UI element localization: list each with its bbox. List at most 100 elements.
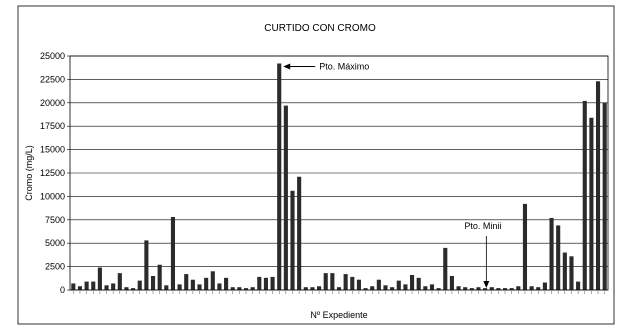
bar bbox=[197, 284, 202, 290]
bar bbox=[283, 105, 288, 290]
bar bbox=[549, 217, 554, 290]
bar bbox=[263, 277, 268, 290]
y-tick-label: 20000 bbox=[40, 98, 65, 108]
bar bbox=[303, 287, 308, 290]
bar bbox=[137, 280, 142, 290]
bar bbox=[383, 285, 388, 290]
y-tick-label: 10000 bbox=[40, 191, 65, 201]
bar bbox=[496, 288, 501, 290]
bar bbox=[310, 287, 315, 290]
bar bbox=[582, 100, 587, 290]
bar bbox=[77, 286, 83, 290]
bar bbox=[117, 273, 122, 290]
bar bbox=[556, 225, 561, 290]
bar bbox=[416, 277, 421, 290]
bar bbox=[350, 276, 355, 290]
y-tick-label: 7500 bbox=[45, 215, 65, 225]
bar bbox=[469, 288, 474, 290]
bar bbox=[164, 285, 169, 290]
bar bbox=[602, 102, 607, 290]
bar bbox=[217, 283, 222, 290]
bar bbox=[157, 264, 162, 290]
bar bbox=[177, 284, 182, 290]
y-tick-labels: 0 2500 5000 7500 10000 12500 15000 17500 20000 22… bbox=[40, 51, 70, 295]
bar bbox=[376, 279, 381, 290]
y-tick-label: 5000 bbox=[45, 238, 65, 248]
bar bbox=[509, 288, 514, 290]
bar bbox=[429, 284, 435, 290]
bar bbox=[237, 287, 242, 290]
bar bbox=[423, 286, 428, 290]
max-arrow-head bbox=[283, 63, 291, 70]
bar bbox=[363, 288, 368, 290]
chart-title: CURTIDO CON CROMO bbox=[264, 23, 376, 34]
bar bbox=[317, 286, 322, 290]
bars bbox=[71, 63, 607, 290]
bar bbox=[144, 240, 149, 290]
bar bbox=[403, 284, 408, 290]
y-axis-label: Cromo (mg/L) bbox=[24, 145, 34, 201]
bar bbox=[576, 281, 581, 290]
grid-lines bbox=[70, 55, 608, 291]
bar bbox=[356, 279, 361, 290]
bar bbox=[323, 273, 328, 290]
bar bbox=[436, 288, 441, 290]
y-tick-label: 22500 bbox=[40, 74, 65, 84]
annotations: Pto. Máximo Pto. Minii bbox=[283, 61, 501, 288]
y-tick-label: 25000 bbox=[40, 51, 65, 61]
bar bbox=[150, 275, 156, 290]
bar bbox=[91, 281, 96, 290]
outer-border bbox=[17, 5, 615, 325]
bar bbox=[456, 286, 461, 290]
bar bbox=[224, 277, 229, 290]
bar bbox=[529, 286, 534, 290]
bar bbox=[390, 287, 395, 290]
bar bbox=[71, 283, 76, 290]
bar bbox=[230, 287, 235, 290]
bar bbox=[97, 267, 102, 290]
plot-frame bbox=[69, 55, 609, 291]
bar bbox=[542, 282, 547, 290]
bar bbox=[257, 276, 262, 290]
y-tick-label: 12500 bbox=[40, 168, 65, 178]
bar bbox=[502, 288, 508, 290]
bar bbox=[124, 287, 129, 290]
bar bbox=[336, 287, 342, 290]
bar bbox=[330, 273, 335, 290]
bar bbox=[184, 274, 189, 290]
bar bbox=[522, 203, 528, 290]
bar bbox=[343, 274, 348, 290]
min-arrow-head bbox=[483, 281, 490, 288]
x-axis-label: Nº Expediente bbox=[310, 310, 367, 320]
max-annotation: Pto. Máximo bbox=[319, 61, 369, 71]
bar bbox=[250, 287, 255, 290]
bar bbox=[210, 271, 215, 290]
bar bbox=[243, 288, 249, 290]
bar bbox=[569, 256, 574, 290]
y-tick-label: 2500 bbox=[45, 262, 65, 272]
bar bbox=[489, 287, 494, 290]
bar bbox=[270, 276, 275, 290]
bar bbox=[476, 287, 481, 290]
bar bbox=[131, 288, 136, 290]
bar bbox=[463, 287, 468, 290]
bar bbox=[170, 216, 176, 290]
bar bbox=[449, 275, 454, 290]
bar bbox=[396, 280, 401, 290]
bar bbox=[562, 252, 567, 290]
bar bbox=[204, 277, 209, 290]
bar bbox=[536, 287, 541, 290]
y-tick-label: 0 bbox=[60, 285, 65, 295]
y-tick-label: 17500 bbox=[40, 121, 65, 131]
y-tick-label: 15000 bbox=[40, 145, 65, 155]
bar bbox=[111, 283, 116, 290]
x-tick-labels bbox=[73, 291, 605, 294]
bar bbox=[190, 279, 195, 290]
bar bbox=[516, 286, 521, 290]
bar bbox=[104, 285, 109, 290]
bar bbox=[290, 190, 295, 290]
bar bbox=[483, 288, 488, 290]
bar bbox=[84, 281, 89, 290]
bar bbox=[370, 286, 375, 290]
